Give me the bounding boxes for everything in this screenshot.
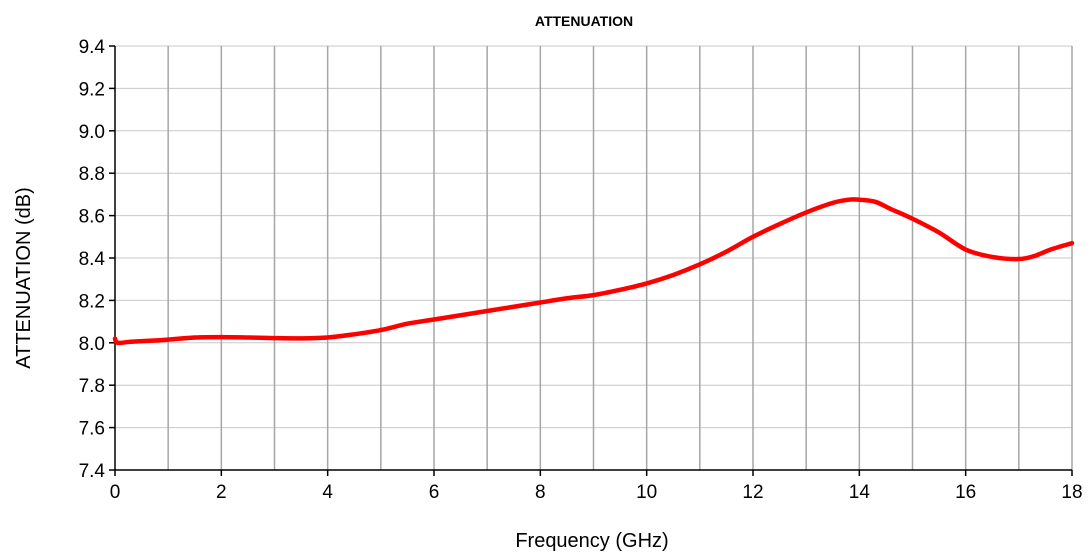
y-tick-label: 9.4 [79, 37, 106, 58]
series-line-attenuation [112, 197, 1075, 346]
x-tick-label: 12 [742, 482, 763, 503]
y-tick-label: 9.0 [79, 122, 105, 143]
x-tick-label: 0 [110, 482, 121, 503]
x-tick-label: 4 [322, 482, 333, 503]
y-tick-label: 8.8 [79, 164, 105, 185]
y-tick-label: 8.0 [79, 334, 105, 355]
y-tick-label: 8.6 [79, 207, 105, 228]
y-tick-label: 9.2 [79, 79, 105, 100]
x-tick-label: 10 [636, 482, 657, 503]
y-axis-label: ATTENUATION (dB) [13, 187, 35, 368]
tick-labels: 7.4 7.6 7.8 8.0 8.2 8.4 8.6 8.8 9.0 9.2 9.4 0 2 4 6 8 10… [79, 37, 1083, 503]
y-tick-label: 8.4 [79, 249, 106, 270]
x-tick-label: 18 [1061, 482, 1082, 503]
x-tick-label: 6 [429, 482, 440, 503]
y-tick-label: 8.2 [79, 291, 105, 312]
grid [115, 45, 1073, 470]
y-tick-label: 7.4 [79, 461, 106, 482]
series [112, 197, 1075, 346]
x-tick-label: 16 [955, 482, 976, 503]
x-tick-label: 8 [535, 482, 546, 503]
x-tick-label: 2 [216, 482, 227, 503]
y-tick-label: 7.8 [79, 376, 105, 397]
y-tick-label: 7.6 [79, 419, 105, 440]
x-tick-label: 14 [849, 482, 871, 503]
chart-title: ATTENUATION [535, 13, 633, 29]
axes [109, 45, 1073, 476]
x-axis-label: Frequency (GHz) [515, 530, 668, 552]
